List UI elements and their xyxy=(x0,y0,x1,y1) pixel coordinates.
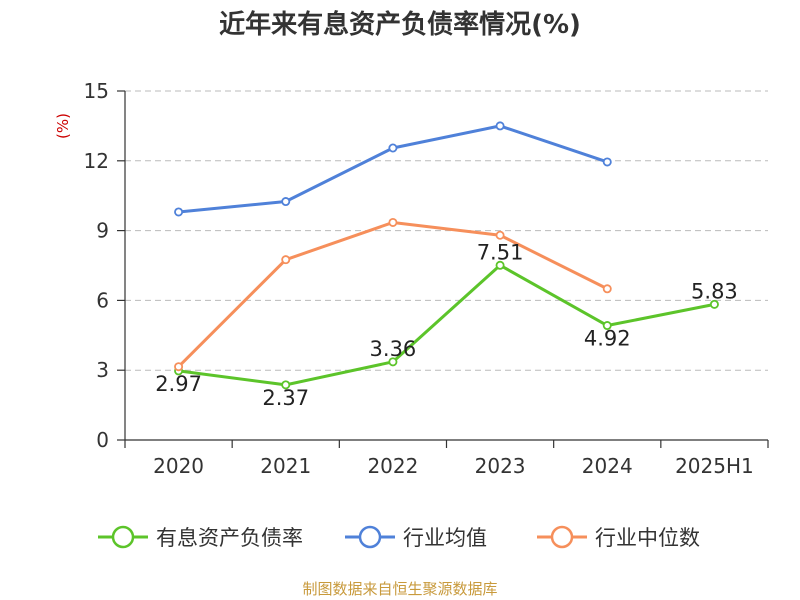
series-2 xyxy=(174,121,612,217)
legend-item-3: 行业中位数 xyxy=(537,525,700,550)
series-1 xyxy=(174,260,719,390)
y-tick-label-6: 6 xyxy=(96,288,109,312)
legend-label-3: 行业中位数 xyxy=(595,526,700,550)
data-labels: 2.97 2.37 3.36 7.51 4.92 5.83 xyxy=(155,240,738,410)
y-tick-label-0: 0 xyxy=(96,428,109,452)
series-2-point-2023 xyxy=(495,121,505,131)
legend-item-2: 行业均值 xyxy=(345,525,487,550)
x-tick-label-2025H1: 2025H1 xyxy=(675,454,754,478)
series-lines xyxy=(174,121,719,390)
data-label-2023: 7.51 xyxy=(477,240,524,264)
series-3-point-2021 xyxy=(281,255,291,265)
legend-swatch-marker-1 xyxy=(111,525,135,549)
series-2-point-2024 xyxy=(602,157,612,167)
legend-item-1: 有息资产负债率 xyxy=(98,525,303,550)
series-2-line xyxy=(177,124,609,214)
y-tick-label-9: 9 xyxy=(96,219,109,243)
legend: 有息资产负债率 行业均值 行业中位数 xyxy=(98,525,700,550)
x-tick-label-2023: 2023 xyxy=(475,454,526,478)
series-3-point-2022 xyxy=(388,217,398,227)
x-tick-label-2021: 2021 xyxy=(260,454,311,478)
y-tick-label-12: 12 xyxy=(84,149,109,173)
x-tick-label-2022: 2022 xyxy=(367,454,418,478)
legend-label-2: 行业均值 xyxy=(403,526,487,550)
series-1-point-2023 xyxy=(495,260,505,270)
series-1-point-2025H1 xyxy=(709,299,719,309)
series-1-point-2021 xyxy=(281,380,291,390)
series-2-point-2021 xyxy=(281,197,291,207)
x-tick-label-2020: 2020 xyxy=(153,454,204,478)
legend-swatch-marker-2 xyxy=(358,525,382,549)
data-label-2024: 4.92 xyxy=(584,327,631,351)
series-3-point-2024 xyxy=(602,284,612,294)
axes: 0 3 6 9 12 15 2020 2021 2022 2023 2024 2025H1 xyxy=(84,79,769,478)
legend-label-1: 有息资产负债率 xyxy=(156,526,303,550)
y-tick-label-3: 3 xyxy=(96,358,109,382)
series-2-point-2022 xyxy=(388,143,398,153)
series-1-point-2024 xyxy=(602,321,612,331)
y-axis-unit-label: (%) xyxy=(54,113,72,139)
x-tick-label-2024: 2024 xyxy=(582,454,633,478)
data-label-2022: 3.36 xyxy=(370,337,417,361)
grid-lines xyxy=(125,90,768,371)
legend-swatch-marker-3 xyxy=(550,525,574,549)
data-label-2025H1: 5.83 xyxy=(691,279,738,303)
chart-title: 近年来有息资产负债率情况(%) xyxy=(219,9,581,40)
series-3-point-2023 xyxy=(495,230,505,240)
source-note: 制图数据来自恒生聚源数据库 xyxy=(302,580,497,598)
series-1-line xyxy=(177,263,716,387)
series-3 xyxy=(174,217,612,372)
series-1-point-2022 xyxy=(388,357,398,367)
series-2-point-2020 xyxy=(174,207,184,217)
data-label-2020: 2.97 xyxy=(155,372,202,396)
series-3-point-2020 xyxy=(174,362,184,372)
y-tick-label-15: 15 xyxy=(84,79,109,103)
data-label-2021: 2.37 xyxy=(262,386,309,410)
